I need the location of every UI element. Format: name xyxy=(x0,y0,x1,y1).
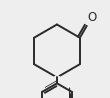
Text: O: O xyxy=(87,11,96,24)
